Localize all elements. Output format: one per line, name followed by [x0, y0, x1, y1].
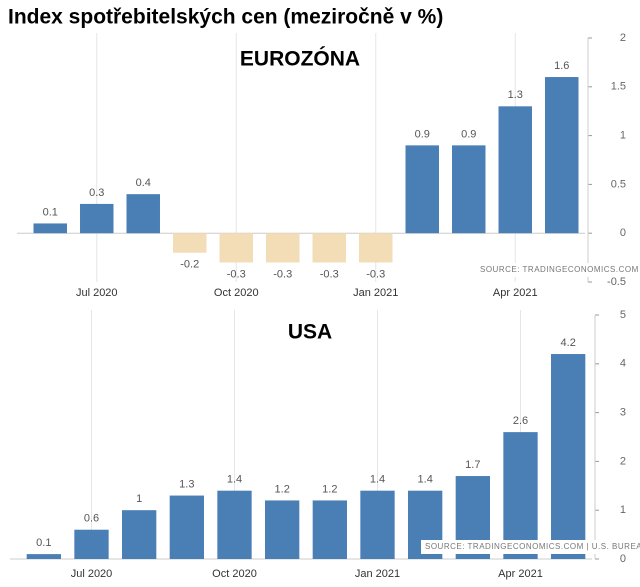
bar — [452, 145, 486, 234]
bar — [312, 500, 347, 559]
source-note: SOURCE: TRADINGECONOMICS.COM | U.S. BURE… — [425, 542, 640, 551]
chart-title: EUROZÓNA — [240, 47, 360, 71]
bar — [122, 510, 157, 559]
bar — [80, 203, 114, 234]
data-label: 1.6 — [554, 60, 569, 72]
data-label: 1.2 — [275, 483, 290, 495]
data-label: 0.4 — [136, 177, 151, 189]
data-label: 1 — [136, 493, 142, 505]
chart-title: USA — [288, 321, 332, 344]
data-label: 0.1 — [43, 206, 58, 218]
y-tick-label: 0 — [620, 227, 626, 239]
bar — [266, 233, 300, 263]
bar — [74, 529, 109, 559]
bar — [545, 77, 579, 234]
data-label: -0.2 — [180, 259, 199, 271]
x-tick-label: Jan 2021 — [353, 287, 398, 299]
data-label: 1.3 — [508, 89, 523, 101]
data-label: -0.3 — [227, 268, 246, 280]
data-label: 0.9 — [461, 128, 476, 140]
bar — [312, 233, 346, 263]
data-label: 1.7 — [465, 459, 480, 471]
y-tick-label: 2 — [620, 455, 626, 467]
data-label: 1.3 — [179, 478, 194, 490]
bar — [126, 194, 160, 234]
y-tick-label: 3 — [620, 407, 626, 419]
bar — [169, 495, 204, 559]
annotation-bg — [421, 540, 640, 554]
data-label: -0.3 — [273, 268, 292, 280]
bar — [265, 500, 300, 559]
y-tick-label: 1 — [620, 130, 626, 142]
bar — [503, 432, 538, 559]
source-note: SOURCE: TRADINGECONOMICS.COM | EUROSTAT — [480, 265, 640, 274]
data-label: 0.6 — [84, 513, 99, 525]
bar — [219, 233, 253, 263]
bar — [405, 145, 439, 234]
bar — [360, 490, 395, 559]
data-label: 4.2 — [561, 337, 576, 349]
bar — [498, 106, 532, 234]
x-tick-label: Oct 2020 — [214, 287, 259, 299]
bar — [217, 490, 252, 559]
data-label: 1.4 — [227, 474, 242, 486]
x-tick-label: Jan 2021 — [355, 568, 400, 580]
data-label: 0.1 — [36, 537, 51, 549]
data-label: 1.4 — [418, 474, 433, 486]
data-label: -0.3 — [320, 268, 339, 280]
y-tick-label: 1.5 — [611, 81, 626, 93]
y-tick-label: -0.5 — [607, 276, 626, 288]
bar — [551, 354, 586, 559]
y-tick-label: 0.5 — [611, 178, 626, 190]
x-tick-label: Apr 2021 — [493, 287, 538, 299]
x-tick-label: Jul 2020 — [71, 568, 113, 580]
data-label: -0.3 — [366, 268, 385, 280]
x-tick-label: Apr 2021 — [498, 568, 543, 580]
data-label: 0.9 — [415, 128, 430, 140]
y-tick-label: 1 — [620, 504, 626, 516]
y-tick-label: 2 — [620, 32, 626, 44]
data-label: 2.6 — [513, 415, 528, 427]
data-label: 1.2 — [322, 483, 337, 495]
bar — [173, 233, 207, 253]
y-tick-label: 0 — [620, 553, 626, 565]
x-tick-label: Oct 2020 — [212, 568, 257, 580]
y-tick-label: 4 — [620, 358, 626, 370]
x-tick-label: Jul 2020 — [76, 287, 118, 299]
bar — [359, 233, 393, 263]
bar — [26, 554, 61, 559]
bar — [33, 223, 67, 234]
data-label: 0.3 — [89, 187, 104, 199]
data-label: 1.4 — [370, 474, 385, 486]
y-tick-label: 5 — [620, 309, 626, 321]
annotation-bg — [476, 263, 640, 277]
page-title: Index spotřebitelských cen (meziročně v … — [8, 6, 443, 29]
